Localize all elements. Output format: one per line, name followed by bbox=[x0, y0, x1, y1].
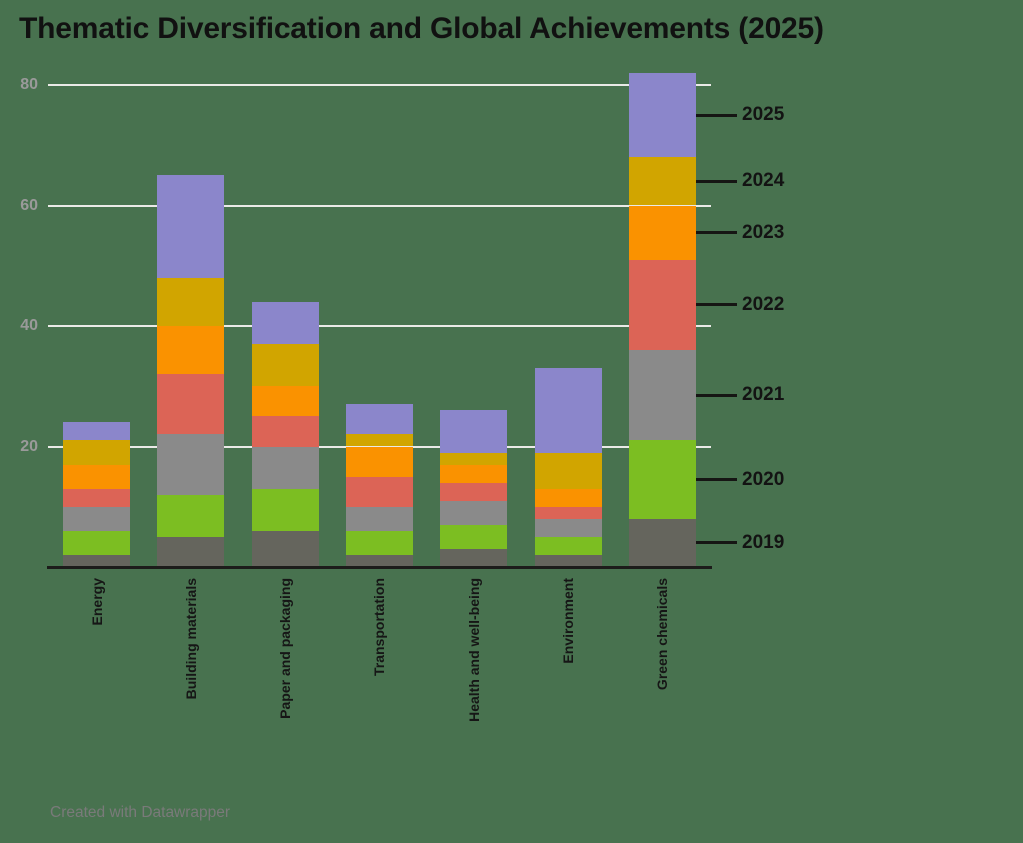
bar-segment-transportation-2025[interactable] bbox=[345, 404, 413, 435]
bar-segment-building-materials-2024[interactable] bbox=[157, 277, 225, 326]
bar-segment-health-and-well-being-2022[interactable] bbox=[440, 482, 508, 501]
bar-segment-environment-2021[interactable] bbox=[534, 518, 602, 537]
x-axis-label-transportation: Transportation bbox=[371, 578, 388, 677]
bar-segment-building-materials-2025[interactable] bbox=[157, 175, 225, 278]
bar-segment-transportation-2020[interactable] bbox=[345, 530, 413, 555]
y-axis-tick-label-60: 60 bbox=[20, 196, 38, 214]
bar-segment-building-materials-2020[interactable] bbox=[157, 494, 225, 537]
gridline-80 bbox=[48, 84, 711, 86]
bar-segment-green-chemicals-2020[interactable] bbox=[628, 440, 696, 519]
bar-segment-environment-2020[interactable] bbox=[534, 536, 602, 555]
bar-segment-green-chemicals-2025[interactable] bbox=[628, 72, 696, 158]
bar-segment-transportation-2019[interactable] bbox=[345, 554, 413, 567]
bar-segment-energy-2019[interactable] bbox=[63, 554, 130, 567]
bar-segment-transportation-2023[interactable] bbox=[345, 446, 413, 477]
legend-label-2022: 2022 bbox=[742, 293, 785, 315]
legend-label-2025: 2025 bbox=[742, 104, 785, 126]
x-axis-label-green-chemicals: Green chemicals bbox=[654, 578, 671, 691]
bar-segment-environment-2025[interactable] bbox=[534, 368, 602, 453]
bar-segment-green-chemicals-2024[interactable] bbox=[628, 157, 696, 206]
bar-segment-building-materials-2023[interactable] bbox=[157, 326, 225, 375]
bar-segment-green-chemicals-2019[interactable] bbox=[628, 518, 696, 567]
bar-segment-paper-and-packaging-2024[interactable] bbox=[251, 344, 319, 387]
bar-segment-paper-and-packaging-2019[interactable] bbox=[251, 530, 319, 567]
legend-label-2023: 2023 bbox=[742, 221, 785, 243]
bar-segment-paper-and-packaging-2021[interactable] bbox=[251, 446, 319, 489]
gridline-40 bbox=[48, 325, 711, 327]
bar-segment-paper-and-packaging-2020[interactable] bbox=[251, 488, 319, 531]
bar-segment-paper-and-packaging-2025[interactable] bbox=[251, 301, 319, 345]
bar-segment-green-chemicals-2021[interactable] bbox=[628, 350, 696, 441]
bar-segment-health-and-well-being-2020[interactable] bbox=[440, 524, 508, 549]
bar-segment-health-and-well-being-2019[interactable] bbox=[440, 548, 508, 567]
legend-leader-line-2024 bbox=[696, 179, 737, 183]
bar-segment-energy-2020[interactable] bbox=[63, 530, 130, 555]
gridline-60 bbox=[48, 204, 711, 207]
bar-segment-paper-and-packaging-2022[interactable] bbox=[251, 416, 319, 447]
legend-leader-line-2025 bbox=[696, 113, 737, 117]
bar-segment-green-chemicals-2023[interactable] bbox=[628, 205, 696, 260]
bar-segment-health-and-well-being-2024[interactable] bbox=[440, 452, 508, 465]
legend-label-2019: 2019 bbox=[742, 531, 785, 553]
datawrapper-attribution-link[interactable]: Created with Datawrapper bbox=[50, 804, 231, 821]
bar-segment-environment-2019[interactable] bbox=[534, 554, 602, 567]
bar-segment-energy-2021[interactable] bbox=[63, 506, 130, 531]
bar-segment-transportation-2024[interactable] bbox=[345, 434, 413, 447]
x-axis-line bbox=[47, 566, 712, 569]
bar-segment-energy-2023[interactable] bbox=[63, 464, 130, 489]
bar-segment-environment-2022[interactable] bbox=[534, 506, 602, 519]
legend-leader-line-2022 bbox=[696, 303, 737, 307]
bar-segment-energy-2024[interactable] bbox=[63, 440, 130, 465]
legend-label-2021: 2021 bbox=[742, 384, 785, 406]
chart-title: Thematic Diversification and Global Achi… bbox=[19, 12, 824, 45]
bar-segment-health-and-well-being-2021[interactable] bbox=[440, 500, 508, 525]
x-axis-label-health-and-well-being: Health and well-being bbox=[465, 578, 482, 722]
legend-label-2020: 2020 bbox=[742, 468, 785, 490]
legend-leader-line-2019 bbox=[696, 541, 737, 545]
bar-segment-paper-and-packaging-2023[interactable] bbox=[251, 386, 319, 417]
bar-segment-green-chemicals-2022[interactable] bbox=[628, 259, 696, 351]
legend-label-2024: 2024 bbox=[742, 170, 785, 192]
bar-segment-transportation-2022[interactable] bbox=[345, 476, 413, 507]
legend-leader-line-2020 bbox=[696, 478, 737, 482]
y-axis-tick-label-80: 80 bbox=[20, 76, 38, 93]
y-axis-tick-label-40: 40 bbox=[20, 317, 38, 334]
bar-segment-environment-2023[interactable] bbox=[534, 488, 602, 507]
x-axis-label-building-materials: Building materials bbox=[182, 578, 199, 700]
bar-segment-energy-2022[interactable] bbox=[63, 488, 130, 507]
bar-segment-transportation-2021[interactable] bbox=[345, 506, 413, 531]
bar-segment-building-materials-2021[interactable] bbox=[157, 434, 225, 495]
x-axis-label-environment: Environment bbox=[560, 578, 576, 664]
legend-leader-line-2021 bbox=[696, 393, 737, 397]
bar-segment-environment-2024[interactable] bbox=[534, 452, 602, 489]
bar-segment-health-and-well-being-2025[interactable] bbox=[440, 410, 508, 453]
legend-leader-line-2023 bbox=[696, 231, 737, 235]
bar-segment-energy-2025[interactable] bbox=[63, 422, 130, 441]
bar-segment-building-materials-2019[interactable] bbox=[157, 536, 225, 567]
bar-segment-building-materials-2022[interactable] bbox=[157, 374, 225, 435]
y-axis-tick-label-20: 20 bbox=[20, 437, 38, 455]
bar-segment-health-and-well-being-2023[interactable] bbox=[440, 464, 508, 483]
x-axis-label-paper-and-packaging: Paper and packaging bbox=[277, 578, 294, 719]
x-axis-label-energy: Energy bbox=[88, 578, 105, 626]
